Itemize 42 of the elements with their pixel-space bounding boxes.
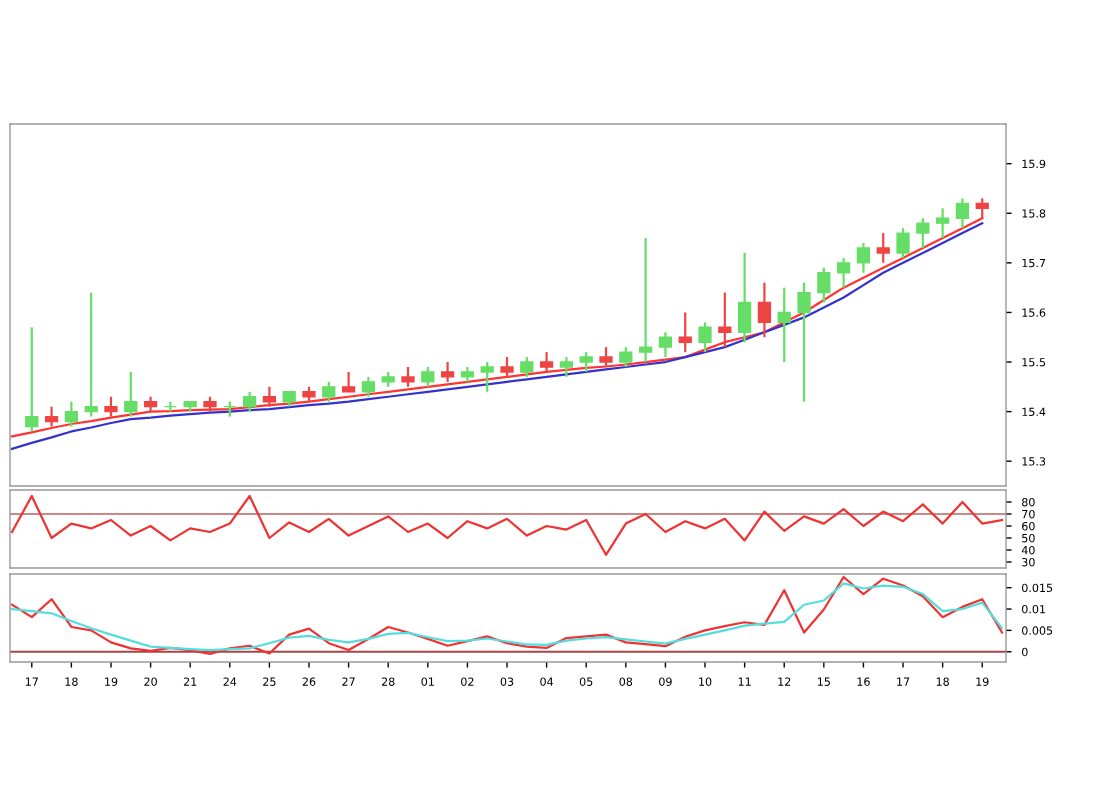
candlestick <box>718 291 732 349</box>
candlestick <box>361 375 376 398</box>
candlestick <box>817 266 831 304</box>
candlestick <box>163 400 178 413</box>
candlestick <box>777 286 791 364</box>
candlestick <box>539 351 554 374</box>
candlestick <box>124 370 138 418</box>
candlestick <box>262 385 277 408</box>
candlestick <box>856 241 871 274</box>
candlestick <box>836 256 851 289</box>
candlestick <box>916 217 930 250</box>
candlestick <box>797 281 811 403</box>
candlestick <box>242 390 257 413</box>
candlestick <box>975 197 989 220</box>
candlestick <box>955 197 970 230</box>
candlestick <box>936 207 950 240</box>
candlestick <box>599 346 613 369</box>
candlestick <box>737 251 752 344</box>
candlestick <box>104 395 118 418</box>
candlestick <box>64 400 79 428</box>
candlestick <box>757 281 772 339</box>
candlestick <box>480 360 494 393</box>
candlestick <box>440 360 455 383</box>
candlestick <box>84 291 98 418</box>
candlestick <box>401 365 415 388</box>
candlestick <box>638 236 653 364</box>
candlestick <box>896 227 910 259</box>
candlestick <box>341 370 356 393</box>
candlestick <box>25 326 39 433</box>
candlestick <box>619 346 633 369</box>
candlestick <box>698 321 712 354</box>
candlestick <box>658 331 673 359</box>
candlestick <box>322 380 336 403</box>
candlestick <box>876 231 890 264</box>
candlestick <box>44 405 59 428</box>
candlestick <box>678 311 692 354</box>
line-series <box>10 494 1004 556</box>
candlestick <box>421 365 435 388</box>
candlestick <box>520 355 534 379</box>
candlestick <box>559 355 574 379</box>
candlestick <box>579 351 593 374</box>
candlestick <box>500 355 514 379</box>
